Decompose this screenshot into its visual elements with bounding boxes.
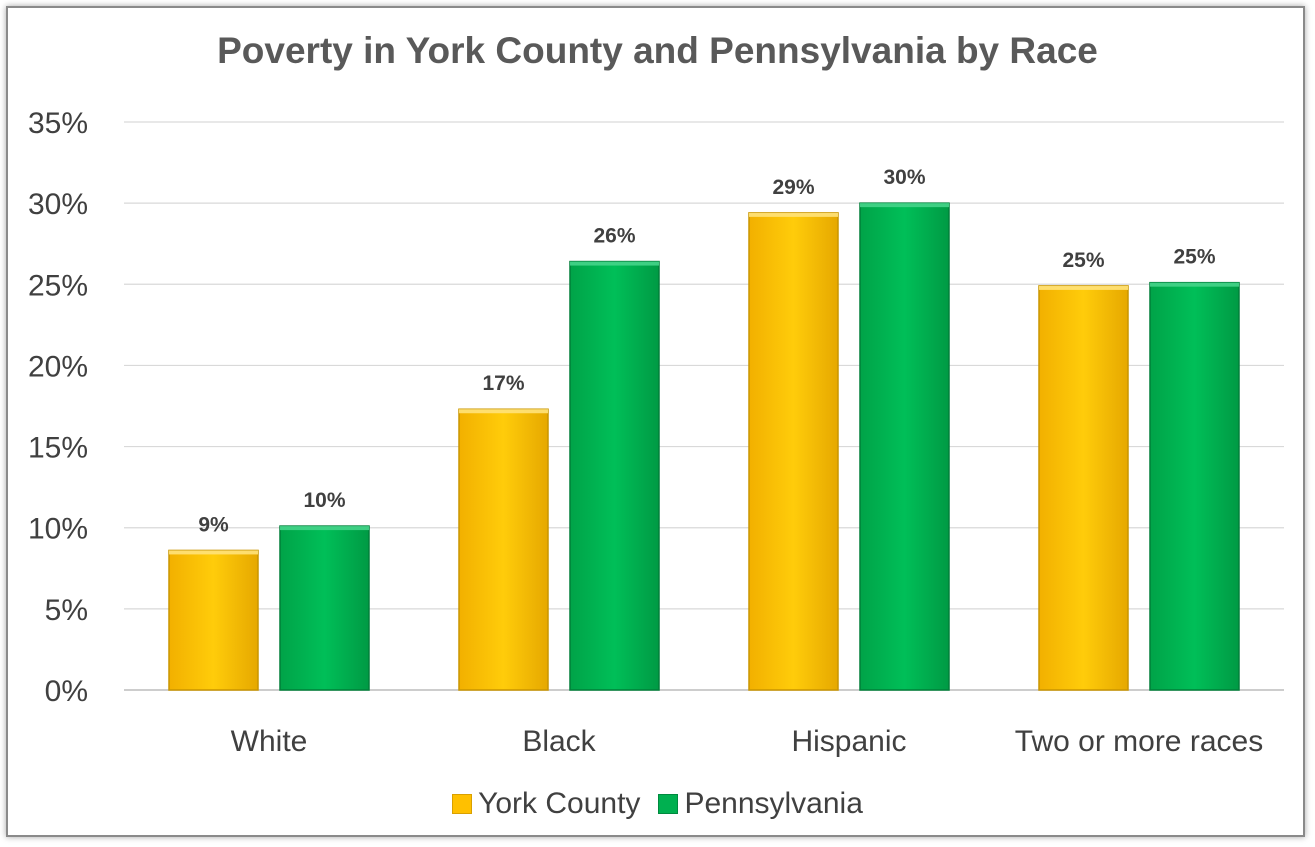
york-county-swatch bbox=[452, 794, 473, 814]
data-label: 25% bbox=[1173, 246, 1215, 269]
y-tick-label: 0% bbox=[45, 675, 88, 708]
y-tick-label: 25% bbox=[28, 269, 88, 302]
y-tick-label: 5% bbox=[45, 594, 88, 627]
y-tick-label: 30% bbox=[28, 188, 88, 221]
data-label: 9% bbox=[198, 513, 229, 536]
data-label: 25% bbox=[1062, 249, 1104, 272]
x-category-label: White bbox=[231, 725, 308, 758]
legend-label-pennsylvania: Pennsylvania bbox=[684, 787, 863, 820]
bar-top-highlight bbox=[860, 203, 949, 208]
legend: York County Pennsylvania bbox=[0, 787, 1315, 821]
y-tick-label: 10% bbox=[28, 513, 88, 546]
bar-top-highlight bbox=[459, 409, 548, 414]
bar-top-highlight bbox=[570, 261, 659, 266]
legend-label-york-county: York County bbox=[478, 787, 641, 820]
bar-pennsylvania bbox=[859, 202, 950, 691]
data-label: 17% bbox=[482, 372, 524, 395]
x-category-label: Black bbox=[522, 725, 596, 758]
legend-item-pennsylvania: Pennsylvania bbox=[658, 787, 863, 821]
bar-pennsylvania bbox=[279, 525, 370, 691]
bar-pennsylvania bbox=[569, 260, 660, 691]
bar-york-county bbox=[168, 549, 259, 691]
bar-york-county bbox=[748, 212, 839, 691]
data-label: 30% bbox=[883, 166, 925, 189]
data-label: 26% bbox=[593, 225, 635, 248]
x-category-label: Two or more races bbox=[1015, 725, 1263, 758]
bar-top-highlight bbox=[1039, 285, 1128, 290]
data-label: 29% bbox=[772, 176, 814, 199]
y-tick-label: 20% bbox=[28, 350, 88, 383]
bar-top-highlight bbox=[1150, 282, 1239, 287]
x-category-label: Hispanic bbox=[791, 725, 906, 758]
bar-york-county bbox=[458, 408, 549, 691]
pennsylvania-swatch bbox=[658, 794, 679, 814]
data-label: 10% bbox=[303, 489, 345, 512]
y-tick-label: 15% bbox=[28, 432, 88, 465]
chart-title: Poverty in York County and Pennsylvania … bbox=[217, 30, 1098, 71]
y-tick-label: 35% bbox=[28, 107, 88, 140]
bar-top-highlight bbox=[169, 550, 258, 555]
bar-pennsylvania bbox=[1149, 281, 1240, 691]
bar-top-highlight bbox=[749, 212, 838, 217]
bar-top-highlight bbox=[280, 526, 369, 531]
legend-item-york-county: York County bbox=[452, 787, 640, 821]
bar-york-county bbox=[1038, 285, 1129, 691]
